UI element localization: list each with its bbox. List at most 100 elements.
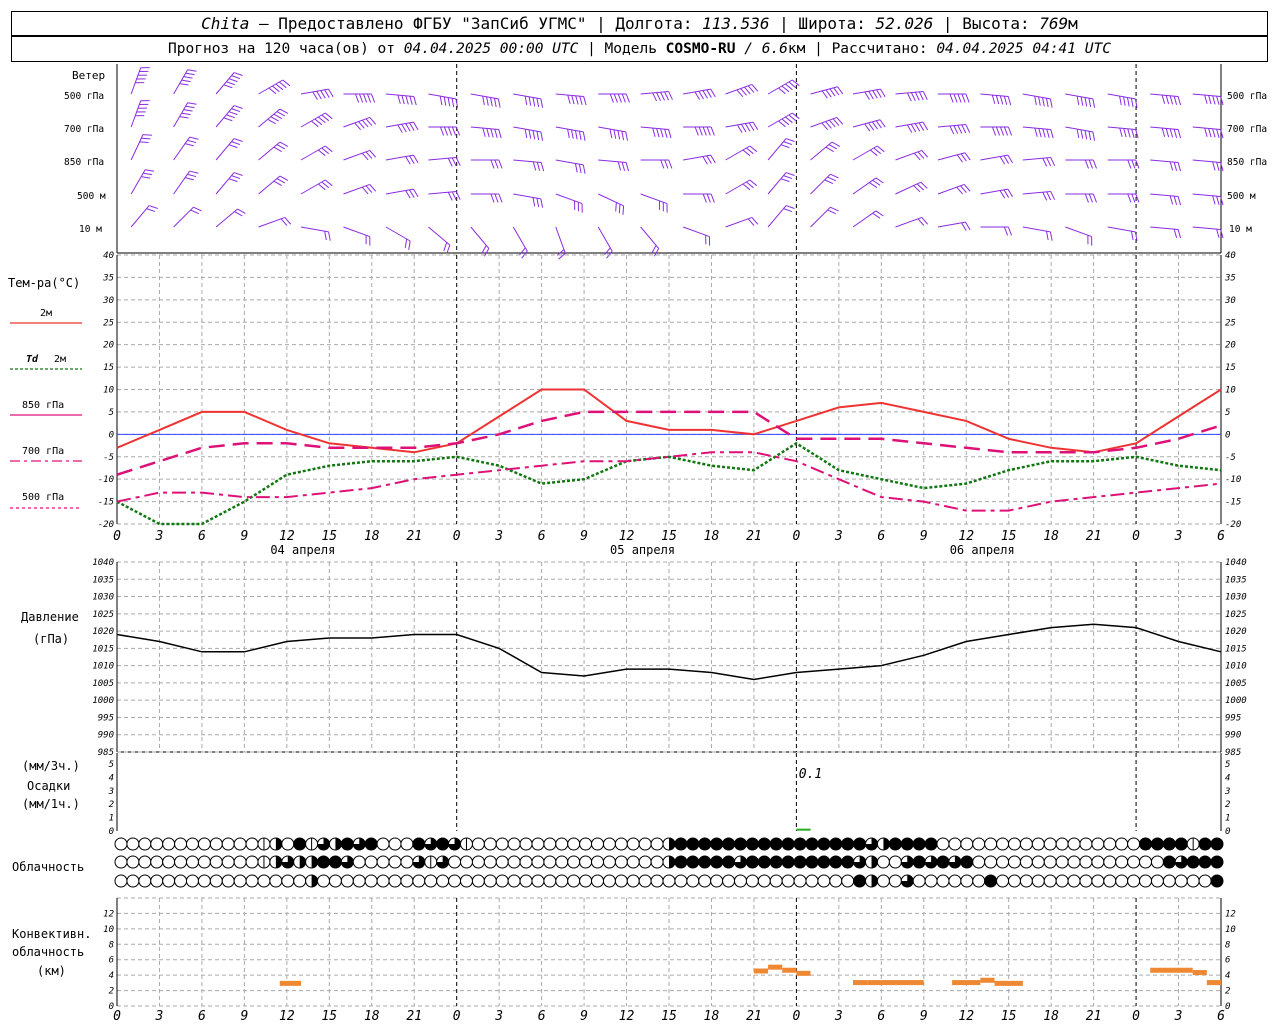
cloud-symbol: [162, 837, 176, 851]
wind-barb: [852, 210, 884, 228]
cloud-3q-fill: [424, 838, 437, 850]
cloud-circle: [507, 874, 521, 888]
wind-barb-feather: [702, 90, 708, 99]
wind-barb-feather: [142, 134, 152, 136]
cloud-symbol: [686, 855, 700, 869]
cloud-circle: [1079, 874, 1093, 888]
wind-barb: [683, 126, 715, 136]
cloud-symbol: [614, 855, 628, 869]
cloud-symbol: [412, 837, 426, 851]
cloud-circle: [1115, 855, 1129, 869]
cloud-circle: [114, 874, 128, 888]
wind-barb-feather: [443, 242, 448, 252]
cloud-symbol: [114, 874, 128, 888]
wind-barb-staff: [258, 175, 281, 195]
cloud-circle: [388, 874, 402, 888]
wind-barb-staff: [215, 138, 235, 161]
cloud-symbol: [1186, 837, 1200, 851]
cloud-circle: [567, 874, 581, 888]
cloud-circle: [698, 837, 712, 851]
wind-barb: [470, 193, 503, 203]
wind-barb: [598, 193, 625, 215]
convective-xtick: 21: [746, 1009, 762, 1024]
cloud-circle: [781, 855, 795, 869]
convective-ytick-left: 12: [103, 909, 114, 919]
wind-barb-feather: [324, 179, 333, 187]
convective-ytick-right: 12: [1225, 909, 1236, 919]
cloud-circle: [1127, 855, 1141, 869]
wind-barb-feather: [825, 146, 834, 152]
cloud-circle: [591, 855, 605, 869]
wind-barb-feather: [455, 157, 461, 166]
cloud-symbol: [876, 855, 890, 869]
wind-barb-staff: [810, 116, 838, 128]
cloud-symbol: [1103, 837, 1117, 851]
temp-xtick: 12: [619, 529, 635, 544]
wind-barb-feather: [366, 93, 372, 103]
wind-level-10m-right: 10 м: [1229, 224, 1252, 235]
wind-barb: [258, 108, 289, 128]
cloud-circle: [495, 874, 509, 888]
wind-barb-feather: [270, 116, 279, 122]
wind-barb-feather: [1045, 98, 1049, 108]
cloud-circle: [614, 837, 628, 851]
wind-barb-feather: [228, 178, 238, 183]
cloud-symbol: [936, 855, 950, 869]
cloud-symbol: [1115, 874, 1129, 888]
wind-barb-staff: [130, 134, 144, 161]
cloud-circle: [614, 874, 628, 888]
wind-barb-feather: [1034, 127, 1038, 137]
convective-ytick-right: 8: [1225, 940, 1230, 950]
wind-barb-feather: [1173, 161, 1178, 171]
wind-barb-staff: [300, 145, 326, 161]
wind-barb: [1150, 159, 1182, 172]
wind-barb-staff: [682, 226, 710, 238]
convective-label-2: облачность: [12, 945, 84, 959]
temp-ytick-right: 30: [1224, 296, 1236, 306]
wind-barb: [300, 226, 331, 241]
cloud-symbol: [543, 837, 557, 851]
cloud-circle: [1150, 837, 1164, 851]
cloud-circle: [233, 855, 247, 869]
cloud-circle: [555, 855, 569, 869]
cloud-symbol: [757, 874, 771, 888]
wind-barb-feather: [953, 93, 958, 103]
wind-barb-feather: [540, 98, 544, 108]
wind-barb-feather: [189, 136, 199, 140]
cloud-symbol: [567, 874, 581, 888]
wind-barb-feather: [1212, 161, 1216, 171]
wind-barb-feather: [279, 141, 289, 147]
wind-barb-feather: [409, 189, 415, 198]
cloud-circle: [1210, 874, 1224, 888]
cloud-circle: [471, 837, 485, 851]
cloud-3q-fill: [448, 838, 461, 850]
cloud-symbol: [1031, 837, 1045, 851]
cloud-symbol: [150, 837, 164, 851]
wind-barb-feather: [873, 147, 882, 155]
cloud-circle: [900, 837, 914, 851]
wind-barb-staff: [810, 86, 838, 95]
wind-barb-feather: [876, 145, 885, 153]
wind-barb-feather: [528, 129, 532, 139]
wind-barb-staff: [767, 112, 793, 128]
cloud-symbol: [1031, 874, 1045, 888]
wind-barb-feather: [481, 245, 487, 254]
wind-barb: [470, 93, 501, 108]
cloud-circle: [400, 837, 414, 851]
temp-series-line: [116, 388, 1222, 454]
wind-barb-feather: [1003, 189, 1010, 198]
wind-barb-feather: [536, 198, 540, 208]
temp-ytick-left: 30: [102, 296, 114, 306]
cloud-circle: [459, 874, 473, 888]
wind-barb-feather: [443, 126, 449, 136]
wind-barb-feather: [604, 247, 611, 256]
cloud-symbol: [698, 837, 712, 851]
cloud-circle: [221, 874, 235, 888]
wind-barb-staff: [555, 193, 583, 205]
wind-barb-feather: [272, 85, 280, 93]
legend-t2m-label: 2м: [40, 308, 52, 319]
cloud-symbol: [1115, 855, 1129, 869]
cloud-symbol: [936, 874, 950, 888]
wind-barb-staff: [385, 226, 411, 242]
cloud-symbol: [757, 855, 771, 869]
